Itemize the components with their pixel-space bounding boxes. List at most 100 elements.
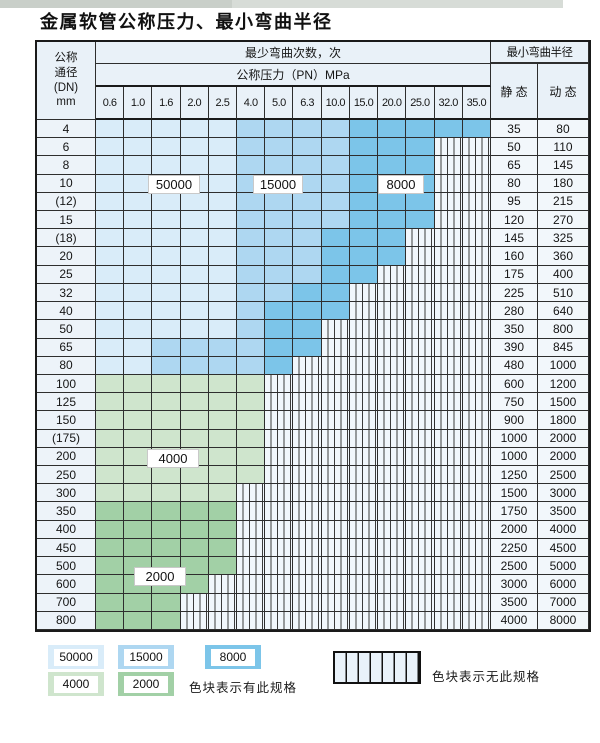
no-spec-cell	[434, 229, 463, 248]
spec-cell-15000	[237, 302, 266, 321]
spec-cell-15000	[208, 338, 238, 357]
spec-cell-50000	[124, 192, 153, 212]
spec-cell-15000	[321, 120, 350, 139]
no-spec-cell	[462, 447, 491, 467]
no-spec-cell	[434, 320, 463, 339]
no-spec-cell	[406, 484, 435, 503]
no-spec-cell	[293, 611, 322, 630]
pressure-tick-label: 15.0	[349, 87, 379, 120]
spec-cell-15000	[180, 356, 209, 375]
spec-cell-15000	[293, 265, 322, 284]
spec-cell-50000	[152, 156, 181, 175]
legend-swatch-label: 4000	[54, 675, 98, 693]
static-radius-cell: 120	[490, 211, 538, 230]
spec-cell-4000	[96, 466, 125, 485]
dn-cell: 300	[37, 484, 96, 503]
spec-cell-8000	[378, 247, 407, 266]
legend-no-spec-text: 色块表示无此规格	[432, 670, 541, 684]
dn-cell: 125	[37, 393, 96, 412]
no-spec-cell	[265, 575, 294, 594]
no-spec-cell	[434, 283, 463, 303]
spec-cell-4000	[237, 429, 266, 448]
dn-cell: 10	[37, 174, 96, 193]
spec-cell-15000	[237, 229, 266, 248]
no-spec-cell	[462, 211, 491, 230]
spec-cell-50000	[208, 138, 238, 157]
spec-cell-50000	[208, 174, 238, 193]
no-spec-cell	[406, 338, 435, 357]
no-spec-cell	[434, 338, 463, 357]
static-radius-cell: 3500	[490, 593, 538, 612]
static-radius-cell: 600	[490, 374, 538, 394]
no-spec-cell	[293, 411, 322, 430]
dynamic-radius-cell: 215	[537, 192, 589, 212]
no-spec-cell	[321, 447, 350, 467]
no-spec-cell	[462, 393, 491, 412]
spec-cell-50000	[96, 192, 125, 212]
no-spec-cell	[237, 502, 266, 521]
dn-cell: 150	[37, 411, 96, 430]
spec-cell-2000	[96, 520, 125, 539]
legend-has-spec-text: 色块表示有此规格	[189, 681, 298, 695]
spec-cell-4000	[237, 447, 266, 467]
static-radius-cell: 900	[490, 411, 538, 430]
spec-cell-15000	[293, 229, 322, 248]
spec-cell-4000	[96, 484, 125, 503]
spec-cell-8000	[349, 174, 379, 193]
dn-cell: 32	[37, 283, 96, 303]
spec-cell-8000	[462, 120, 491, 139]
spec-cell-8000	[321, 302, 350, 321]
spec-cell-4000	[208, 374, 238, 394]
no-spec-cell	[462, 283, 491, 303]
spec-cell-50000	[96, 138, 125, 157]
no-spec-cell	[321, 502, 350, 521]
spec-cell-4000	[237, 374, 266, 394]
pressure-tick-label: 1.6	[152, 87, 181, 120]
spec-cell-8000	[321, 283, 350, 303]
no-spec-cell	[265, 538, 294, 558]
no-spec-cell	[265, 502, 294, 521]
spec-cell-8000	[349, 120, 379, 139]
no-spec-cell	[434, 575, 463, 594]
scan-strip	[0, 0, 563, 8]
spec-cell-4000	[180, 374, 209, 394]
no-spec-cell	[378, 411, 407, 430]
static-radius-cell: 65	[490, 156, 538, 175]
no-spec-cell	[265, 520, 294, 539]
spec-cell-4000	[124, 411, 153, 430]
no-spec-cell	[378, 593, 407, 612]
pressure-tick-label: 6.3	[293, 87, 322, 120]
spec-cell-50000	[124, 265, 153, 284]
spec-cell-4000	[237, 411, 266, 430]
legend: 色块表示有此规格 色块表示无此规格 50000 15000 8000 4000 2000	[48, 645, 568, 705]
no-spec-cell	[378, 429, 407, 448]
no-spec-cell	[349, 466, 379, 485]
spec-cell-4000	[180, 484, 209, 503]
pressure-tick-label: 0.6	[96, 87, 125, 120]
static-radius-cell: 80	[490, 174, 538, 193]
spec-cell-50000	[124, 356, 153, 375]
spec-cell-8000	[265, 356, 294, 375]
no-spec-cell	[349, 374, 379, 394]
min-radius-header: 最小弯曲半径	[490, 42, 589, 64]
dynamic-radius-cell: 270	[537, 211, 589, 230]
spec-cell-50000	[96, 174, 125, 193]
spec-cell-50000	[208, 229, 238, 248]
static-radius-cell: 1000	[490, 429, 538, 448]
no-spec-cell	[434, 484, 463, 503]
dynamic-radius-cell: 510	[537, 283, 589, 303]
no-spec-cell	[293, 575, 322, 594]
spec-cell-15000	[237, 338, 266, 357]
spec-cell-15000	[265, 211, 294, 230]
no-spec-cell	[434, 611, 463, 630]
no-spec-cell	[265, 393, 294, 412]
dynamic-radius-cell: 3000	[537, 484, 589, 503]
spec-cell-2000	[208, 520, 238, 539]
no-spec-cell	[265, 466, 294, 485]
spec-cell-8000	[378, 138, 407, 157]
static-radius-cell: 1500	[490, 484, 538, 503]
no-spec-cell	[321, 484, 350, 503]
legend-swatch-4000: 4000	[48, 672, 104, 696]
no-spec-cell	[462, 156, 491, 175]
spec-cell-50000	[208, 320, 238, 339]
